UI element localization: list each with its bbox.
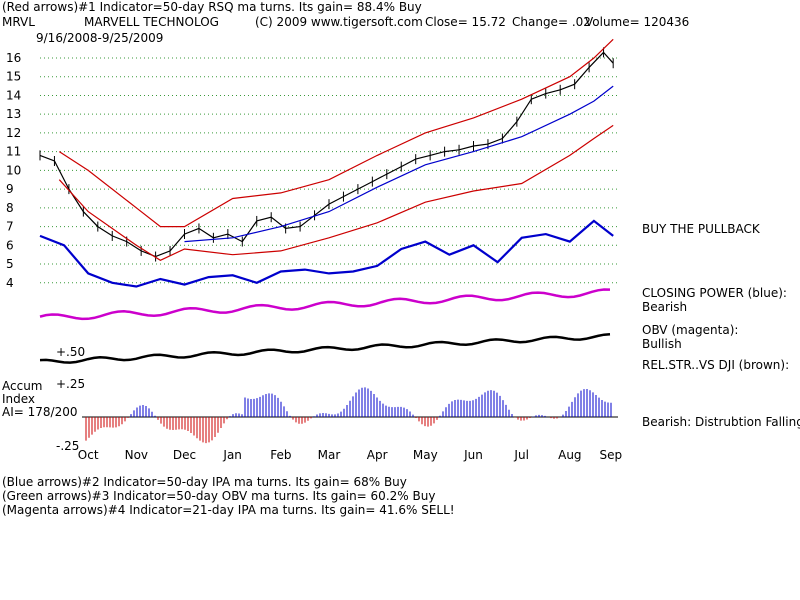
x-tick-label-nov: Nov (125, 448, 148, 462)
x-tick-label-jan: Jan (222, 448, 242, 462)
y-tick-label-4: 4 (6, 276, 14, 290)
x-tick-label-oct: Oct (78, 448, 99, 462)
series-line-3 (184, 85, 614, 243)
buy-pullback-label: BUY THE PULLBACK (642, 222, 760, 236)
y-tick-label-16: 16 (6, 51, 21, 65)
obv-title: OBV (magenta): (642, 323, 739, 337)
x-axis-ticks: Oct Nov Dec Jan Feb Mar Apr May Jun Jul Aug Sep (78, 448, 622, 462)
bearish-note: Bearish: Distrubtion Falling. (642, 415, 800, 429)
indicator-1-header: (Red arrows)#1 Indicator=50-day RSQ ma t… (2, 0, 422, 14)
company-name: MARVELL TECHNOLOG (84, 15, 219, 29)
price-change: Change= .02 (512, 15, 591, 29)
accum-label: Accum (2, 379, 43, 393)
obv-line (39, 288, 611, 321)
y-tick-label-14: 14 (6, 88, 21, 102)
series-line-0 (39, 51, 614, 258)
series-lines (39, 38, 614, 288)
y-tick-label-8: 8 (6, 201, 14, 215)
y-tick-label-12: 12 (6, 126, 21, 140)
accum-ai-value: AI= 178/200 (2, 405, 78, 419)
y-tick-label-15: 15 (6, 70, 21, 84)
close-price: Close= 15.72 (425, 15, 506, 29)
volume: Volume= 120436 (585, 15, 690, 29)
series-line-4 (39, 219, 614, 288)
closing-power-title: CLOSING POWER (blue): (642, 286, 787, 300)
indicator-3-footer: (Green arrows)#3 Indicator=50-day OBV ma… (2, 489, 436, 503)
y-tick-label-6: 6 (6, 238, 14, 252)
y-tick-label-7: 7 (6, 220, 14, 234)
indicator-2-footer: (Blue arrows)#2 Indicator=50-day IPA ma … (2, 475, 407, 489)
ticker-symbol: MRVL (2, 15, 35, 29)
y-tick-label-9: 9 (6, 182, 14, 196)
x-tick-label-jun: Jun (463, 448, 483, 462)
x-tick-label-aug: Aug (558, 448, 581, 462)
date-range: 9/16/2008-9/25/2009 (36, 31, 164, 45)
series-line-1 (58, 38, 614, 228)
closing-power-status: Bearish (642, 300, 688, 314)
accum-index-label: Index (2, 392, 36, 406)
x-tick-label-apr: Apr (367, 448, 388, 462)
indicator-4-footer: (Magenta arrows)#4 Indicator=21-day IPA … (2, 503, 455, 517)
accum-plus50-label: +.50 (56, 345, 86, 359)
accum-plus25-label: +.25 (56, 377, 86, 391)
relstr-line (39, 333, 611, 364)
indicator-panels (39, 288, 618, 444)
y-axis-ticks: 4 5 6 7 8 9 10 11 12 13 14 15 16 (6, 51, 21, 290)
x-tick-label-feb: Feb (270, 448, 291, 462)
y-tick-label-13: 13 (6, 107, 21, 121)
series-line-2 (58, 124, 614, 261)
y-tick-label-10: 10 (6, 163, 21, 177)
x-tick-label-jul: Jul (513, 448, 528, 462)
x-tick-label-may: May (413, 448, 438, 462)
accum-minus25-label: -.25 (56, 439, 80, 453)
copyright-notice: (C) 2009 www.tigersoft.com (255, 15, 423, 29)
gridlines (40, 57, 618, 284)
x-tick-label-mar: Mar (318, 448, 341, 462)
relstr-title: REL.STR..VS DJI (brown): (642, 358, 790, 372)
y-tick-label-11: 11 (6, 145, 21, 159)
x-tick-label-dec: Dec (173, 448, 196, 462)
x-tick-label-sep: Sep (599, 448, 622, 462)
y-tick-label-5: 5 (6, 257, 14, 271)
obv-status: Bullish (642, 337, 682, 351)
